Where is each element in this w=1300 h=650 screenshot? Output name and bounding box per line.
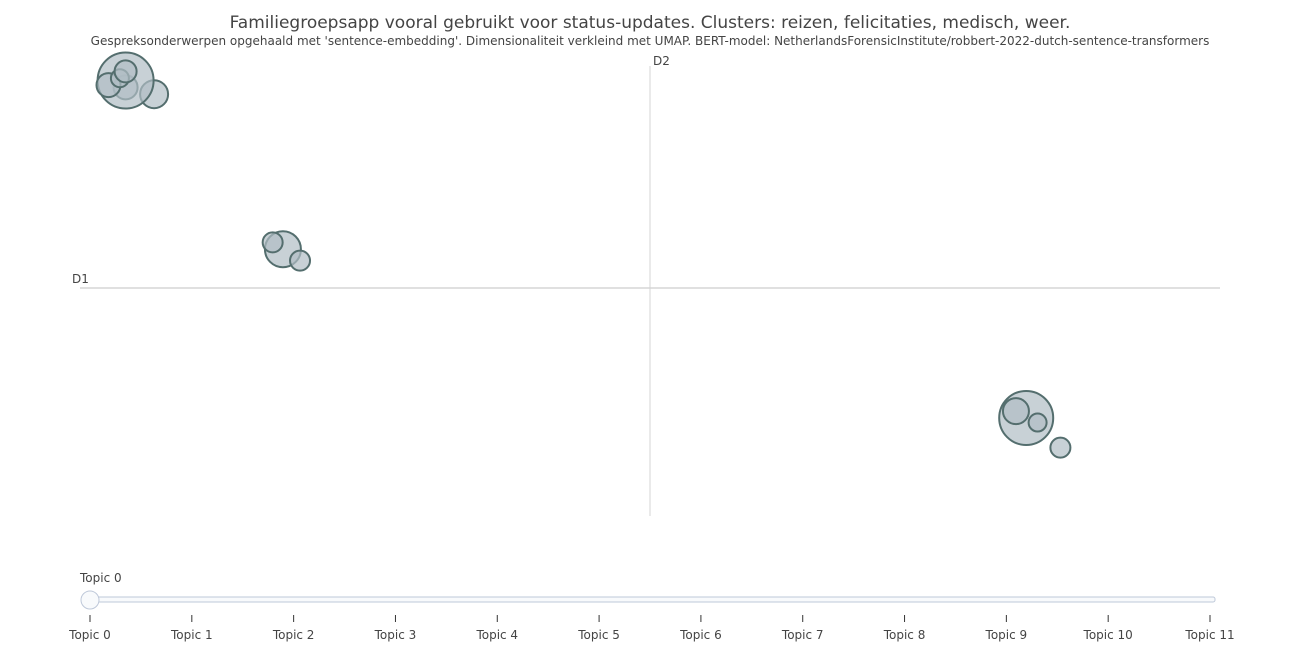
slider-step-label[interactable]: Topic 6 (679, 628, 722, 642)
y-axis-label: D2 (653, 54, 670, 68)
slider-step-label[interactable]: Topic 2 (272, 628, 315, 642)
bubble-point[interactable] (289, 249, 312, 272)
bubble-point[interactable] (261, 231, 284, 254)
slider-handle[interactable] (80, 590, 100, 610)
slider-step-label[interactable]: Topic 0 (68, 628, 111, 642)
slider-step-label[interactable]: Topic 11 (1184, 628, 1234, 642)
slider-step-label[interactable]: Topic 8 (883, 628, 926, 642)
slider-step-label[interactable]: Topic 4 (475, 628, 518, 642)
bubble-point[interactable] (1049, 436, 1072, 459)
topic-slider[interactable]: Topic 0 Topic 0 Topic 1 Topic 2 Topic 3 Topi… (68, 571, 1234, 642)
slider-step-label[interactable]: Topic 10 (1083, 628, 1133, 642)
slider-step-label[interactable]: Topic 3 (374, 628, 417, 642)
chart-subtitle: Gespreksonderwerpen opgehaald met 'sente… (90, 34, 1210, 48)
slider-step-label[interactable]: Topic 5 (577, 628, 620, 642)
slider-step-label[interactable]: Topic 9 (985, 628, 1028, 642)
axes: D1 D2 (72, 54, 1220, 516)
slider-current-value: Topic 0 (79, 571, 122, 585)
bubbles (95, 51, 1072, 459)
bubble-point[interactable] (1001, 397, 1030, 426)
slider-step-label[interactable]: Topic 7 (781, 628, 824, 642)
chart-title: Familiegroepsapp vooral gebruikt voor st… (229, 13, 1071, 33)
x-axis-label: D1 (72, 272, 89, 286)
slider-ticks: Topic 0 Topic 1 Topic 2 Topic 3 Topic 4 Topic… (68, 615, 1235, 642)
slider-track[interactable] (84, 596, 1216, 603)
bubble-point[interactable] (113, 59, 138, 84)
bubble-point[interactable] (1027, 412, 1048, 433)
slider-step-label[interactable]: Topic 1 (170, 628, 213, 642)
